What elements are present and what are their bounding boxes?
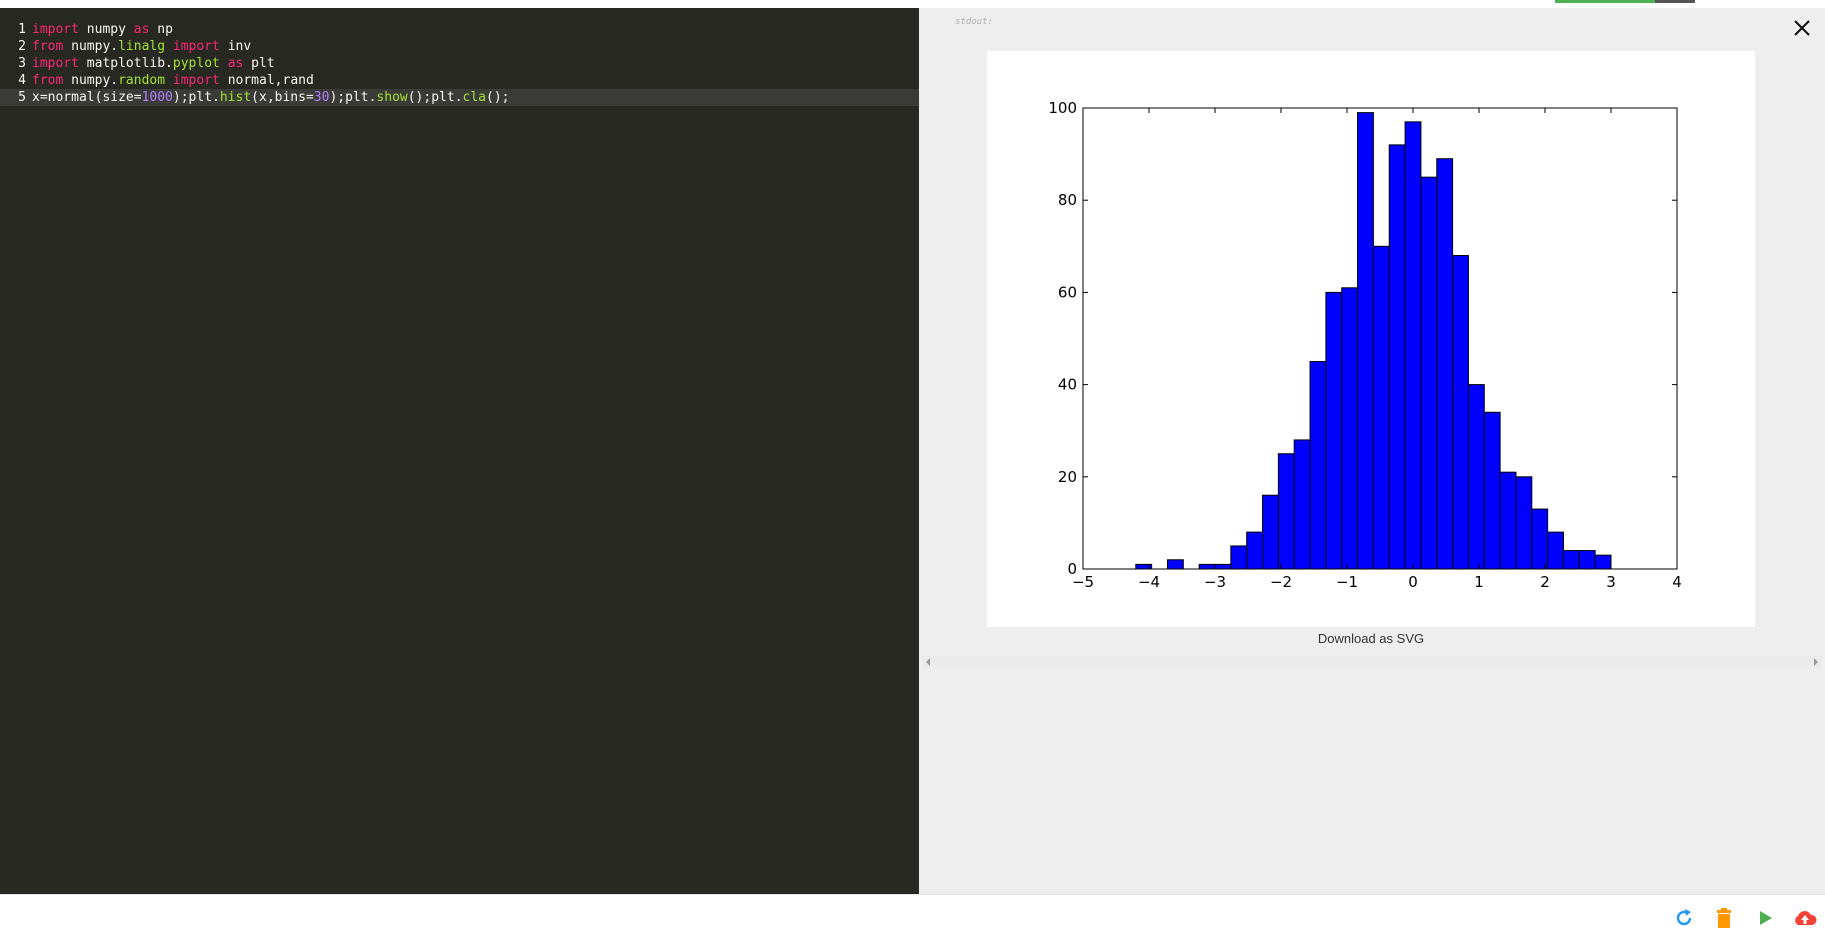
line-number: 5 (18, 90, 26, 105)
histogram-bar (1562, 550, 1580, 570)
code-line[interactable]: 5 x=normal(size=1000);plt.hist(x,bins=30)… (0, 89, 919, 106)
line-number: 4 (18, 73, 26, 88)
histogram-bar (1578, 550, 1596, 570)
top-tab-indicator-dark (1655, 0, 1695, 3)
close-icon[interactable] (1791, 17, 1813, 39)
histogram-bar (1166, 559, 1184, 570)
histogram-bar (1246, 531, 1264, 570)
stdout-label: stdout: (955, 17, 993, 27)
trash-icon[interactable] (1713, 907, 1735, 929)
histogram-bar (1420, 176, 1438, 570)
histogram-bar (1388, 144, 1406, 570)
code-text[interactable]: x=normal(size=1000);plt.hist(x,bins=30);… (32, 90, 510, 105)
code-text[interactable]: import numpy as np (32, 22, 173, 37)
horizontal-scrollbar[interactable] (922, 656, 1822, 668)
histogram-bar (1436, 158, 1454, 570)
histogram-bar (1531, 508, 1549, 570)
scroll-left-arrow-icon[interactable] (926, 658, 930, 666)
histogram-bar (1230, 545, 1248, 570)
bottom-toolbar (0, 894, 1825, 942)
x-tick-label: −3 (1204, 573, 1226, 591)
histogram-bar (1293, 439, 1311, 570)
refresh-icon[interactable] (1673, 907, 1695, 929)
plot-image: −5 −4 −3 −2 −1 0 1 2 3 4 0 20 40 60 80 100 (987, 51, 1755, 627)
histogram-bar (1357, 112, 1374, 570)
x-tick-label: −2 (1270, 573, 1292, 591)
histogram-bar (1547, 531, 1564, 570)
histogram-bar (1467, 384, 1485, 570)
plot-frame (1082, 107, 1678, 570)
code-line[interactable]: 2 from numpy.linalg import inv (0, 38, 919, 55)
histogram-bar (1372, 245, 1390, 570)
code-text[interactable]: from numpy.random import normal,rand (32, 73, 314, 88)
x-tick-label: −5 (1072, 573, 1094, 591)
histogram-bar (1452, 255, 1469, 570)
y-tick-label: 20 (1058, 468, 1077, 486)
x-tick-label: 4 (1672, 573, 1682, 591)
top-bar (0, 0, 1825, 8)
code-line[interactable]: 4 from numpy.random import normal,rand (0, 72, 919, 89)
y-tick-label: 40 (1058, 376, 1077, 394)
histogram-bar (1499, 471, 1517, 570)
code-text[interactable]: import matplotlib.pyplot as plt (32, 56, 275, 71)
y-tick-label: 0 (1067, 560, 1077, 578)
code-text[interactable]: from numpy.linalg import inv (32, 39, 252, 54)
code-line[interactable]: 1 import numpy as np (0, 21, 919, 38)
x-tick-label: 3 (1606, 573, 1616, 591)
x-tick-label: −1 (1336, 573, 1358, 591)
histogram-bar (1198, 563, 1216, 570)
download-svg-link[interactable]: Download as SVG (1317, 631, 1425, 646)
scroll-right-arrow-icon[interactable] (1814, 658, 1818, 666)
histogram-bar (1277, 453, 1295, 570)
x-tick-label: 2 (1540, 573, 1550, 591)
code-editor[interactable]: 1 import numpy as np 2 from numpy.linalg im… (0, 8, 919, 894)
line-number: 1 (18, 22, 26, 37)
y-tick-label: 60 (1058, 283, 1077, 301)
y-tick-label: 100 (1048, 99, 1077, 117)
cloud-upload-icon[interactable] (1792, 907, 1818, 929)
histogram-bar (1341, 287, 1359, 570)
line-number: 3 (18, 56, 26, 71)
x-tick-label: −4 (1138, 573, 1160, 591)
histogram-bar (1309, 361, 1327, 570)
line-number: 2 (18, 39, 26, 54)
histogram-bar (1594, 554, 1612, 570)
play-icon[interactable] (1754, 907, 1776, 929)
y-tick-label: 80 (1058, 191, 1077, 209)
histogram-bar (1214, 563, 1232, 570)
top-tab-indicator (1555, 0, 1655, 3)
histogram-bar (1325, 291, 1343, 570)
x-tick-label: 0 (1408, 573, 1418, 591)
histogram-bar (1483, 411, 1501, 570)
histogram-bar (1515, 476, 1533, 570)
code-line[interactable]: 3 import matplotlib.pyplot as plt (0, 55, 919, 72)
x-tick-label: 1 (1474, 573, 1484, 591)
histogram-bar (1262, 494, 1279, 570)
histogram-bar (1404, 121, 1422, 570)
